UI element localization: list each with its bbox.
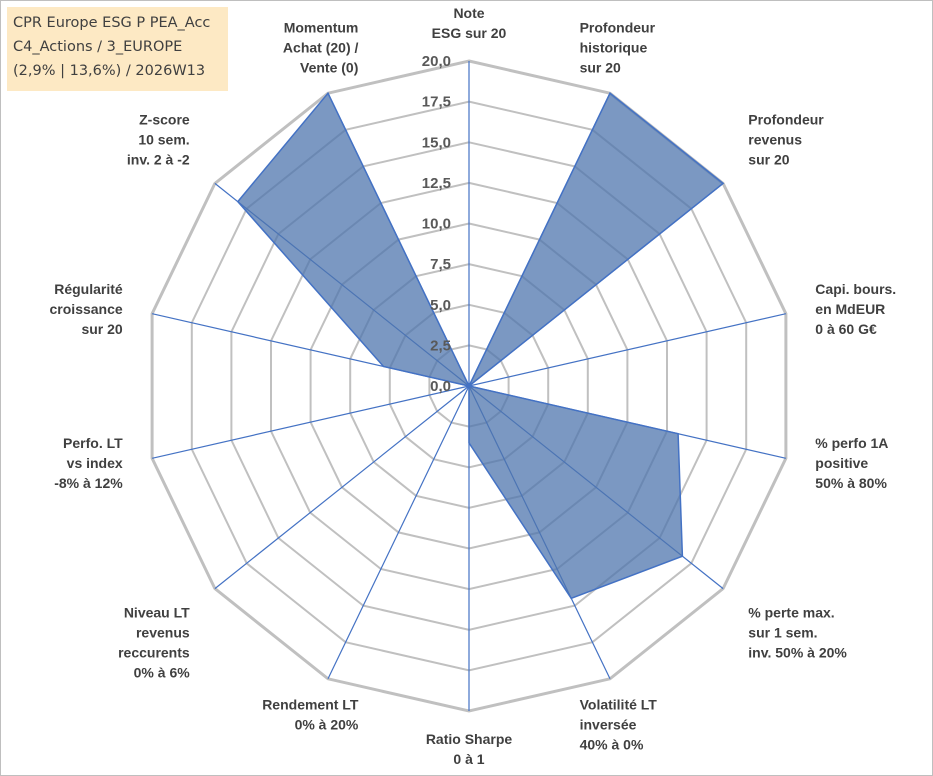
axis-label: Rendement LT 0% à 20% xyxy=(262,697,359,733)
radar-spoke xyxy=(151,385,470,459)
fund-info-box: CPR Europe ESG P PEA_Acc C4_Actions / 3_… xyxy=(7,7,228,91)
axis-label: Momentum Achat (20) / Vente (0) xyxy=(283,19,359,75)
axis-label-line: en MdEUR xyxy=(815,301,885,317)
tick-label: 15,0 xyxy=(422,134,451,151)
axis-label-line: Volatilité LT xyxy=(580,697,658,713)
axis-label: Z-score 10 sem. inv. 2 à -2 xyxy=(127,112,190,168)
axis-label-line: inv. 50% à 20% xyxy=(748,644,847,660)
axis-label: % perte max. sur 1 sem. inv. 50% à 20% xyxy=(748,604,847,660)
tick-label: 7,5 xyxy=(430,256,451,273)
axis-label: % perfo 1A positive 50% à 80% xyxy=(815,435,888,491)
tick-label: 5,0 xyxy=(430,297,451,314)
series-layer xyxy=(236,91,725,600)
axis-label-line: Momentum xyxy=(284,19,359,35)
axis-label-line: Régularité xyxy=(54,281,123,297)
axis-label-line: Profondeur xyxy=(580,19,656,35)
axis-label-line: Ratio Sharpe xyxy=(426,731,513,747)
axis-label-line: Vente (0) xyxy=(300,59,358,75)
axis-label-line: 10 sem. xyxy=(138,132,189,148)
axis-label-line: Profondeur xyxy=(748,112,824,128)
axis-label-line: % perte max. xyxy=(748,604,834,620)
axis-label-line: inversée xyxy=(580,717,637,733)
axis-label: Note ESG sur 20 xyxy=(432,5,507,41)
axis-label-line: sur 20 xyxy=(748,152,789,168)
tick-label: 2,5 xyxy=(430,337,451,354)
tick-label: 20,0 xyxy=(422,53,451,70)
radar-spoke xyxy=(214,385,470,590)
axis-label-line: Achat (20) / xyxy=(283,39,359,55)
fund-category: C4_Actions / 3_EUROPE xyxy=(13,39,183,55)
axis-label: Régularité croissance sur 20 xyxy=(50,281,123,337)
axis-label-line: 40% à 0% xyxy=(580,737,644,753)
axis-label-line: revenus xyxy=(136,624,190,640)
axis-label: Perfo. LT vs index -8% à 12% xyxy=(54,435,123,491)
axis-label-line: 0% à 6% xyxy=(134,664,191,680)
axis-label: Profondeur historique sur 20 xyxy=(580,19,656,75)
axis-label-line: Niveau LT xyxy=(124,604,190,620)
axis-label-line: Note xyxy=(453,5,484,21)
axis-label-line: 0 à 1 xyxy=(453,751,484,767)
fund-name: CPR Europe ESG P PEA_Acc xyxy=(13,15,211,31)
axis-label-line: ESG sur 20 xyxy=(432,25,507,41)
radar-spoke xyxy=(468,313,787,387)
tick-label: 0,0 xyxy=(430,378,451,395)
axis-label: Ratio Sharpe 0 à 1 xyxy=(426,731,513,767)
radar-spoke xyxy=(327,385,470,680)
axis-label-line: inv. 2 à -2 xyxy=(127,152,190,168)
axis-label-line: Perfo. LT xyxy=(63,435,123,451)
axis-label-line: % perfo 1A xyxy=(815,435,888,451)
axis-label-line: historique xyxy=(580,39,648,55)
axis-label-line: sur 20 xyxy=(81,321,122,337)
axis-label-line: sur 1 sem. xyxy=(748,624,817,640)
axis-label-line: -8% à 12% xyxy=(54,475,123,491)
axis-label-line: positive xyxy=(815,455,868,471)
tick-label: 12,5 xyxy=(422,175,451,192)
axis-label-line: Rendement LT xyxy=(262,697,359,713)
axis-label-line: reccurents xyxy=(118,644,190,660)
tick-label: 17,5 xyxy=(422,94,451,111)
axis-label: Capi. bours. en MdEUR 0 à 60 G€ xyxy=(815,281,896,337)
tick-label: 10,0 xyxy=(422,216,451,233)
axis-label-line: Z-score xyxy=(139,112,190,128)
axis-label-line: 0% à 20% xyxy=(295,717,359,733)
tick-label-layer: 0,0 2,5 5,0 7,5 10,0 12,5 15,0 17,5 20,0 xyxy=(422,53,451,395)
axis-label-line: sur 20 xyxy=(580,59,621,75)
axis-label-line: revenus xyxy=(748,132,802,148)
series-area xyxy=(236,91,725,600)
axis-label-line: 50% à 80% xyxy=(815,475,887,491)
axis-label-line: Capi. bours. xyxy=(815,281,896,297)
axis-label-layer: Note ESG sur 20 Profondeur historique sur 20… xyxy=(50,5,897,767)
axis-label: Niveau LT revenus reccurents 0% à 6% xyxy=(118,604,190,680)
axis-label: Profondeur revenus sur 20 xyxy=(748,112,824,168)
fund-stats: (2,9% | 13,6%) / 2026W13 xyxy=(13,63,206,79)
axis-label: Volatilité LT inversée 40% à 0% xyxy=(580,697,658,753)
axis-label-line: vs index xyxy=(67,455,123,471)
axis-label-line: croissance xyxy=(50,301,123,317)
axis-label-line: 0 à 60 G€ xyxy=(815,321,877,337)
